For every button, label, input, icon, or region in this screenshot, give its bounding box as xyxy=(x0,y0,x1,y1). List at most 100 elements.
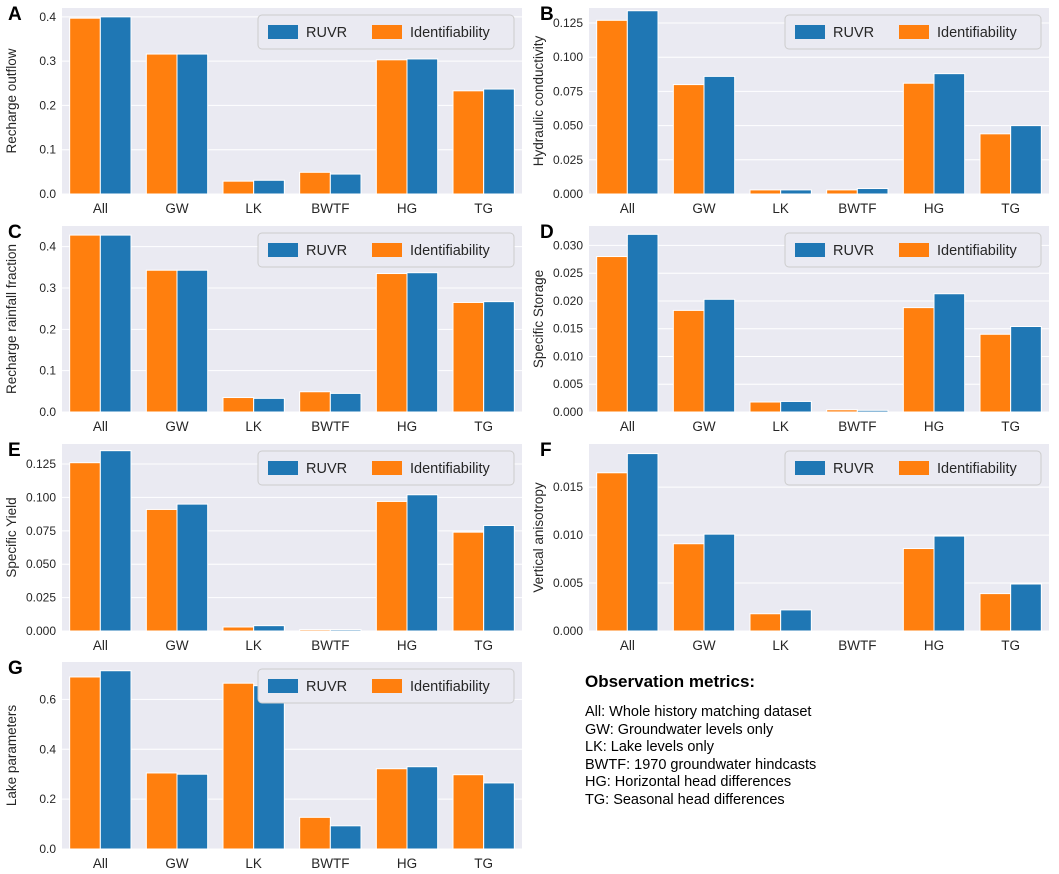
bar-identifiability-all xyxy=(69,234,101,413)
legend-swatch xyxy=(899,243,929,257)
y-tick-label: 0.010 xyxy=(553,528,583,542)
legend-label: RUVR xyxy=(306,243,347,259)
bar-identifiability-bwtf xyxy=(299,629,331,632)
bar-identifiability-lk xyxy=(222,180,255,195)
panel-label: B xyxy=(540,4,554,25)
bar-ruvr-bwtf xyxy=(856,188,889,195)
legend-swatch xyxy=(268,679,298,693)
bar-ruvr-tg xyxy=(1010,125,1042,195)
x-tick-label: GW xyxy=(165,856,189,871)
y-tick-label: 0.0 xyxy=(39,405,56,419)
y-tick-label: 0.4 xyxy=(39,240,56,254)
panel-label: D xyxy=(540,222,554,243)
observation-metrics-legend: Observation metrics: All: Whole history … xyxy=(585,672,1045,809)
bar-ruvr-tg xyxy=(1010,325,1042,413)
bar-ruvr-bwtf xyxy=(329,629,362,632)
y-tick-label: 0.075 xyxy=(26,524,56,538)
y-tick-label: 0.015 xyxy=(553,322,583,336)
panel-label: C xyxy=(8,222,22,243)
bar-identifiability-lk xyxy=(749,613,782,632)
x-tick-label: BWTF xyxy=(838,638,876,653)
legend-swatch xyxy=(899,25,929,39)
y-tick-label: 0.125 xyxy=(26,457,56,471)
legend-swatch xyxy=(372,461,402,475)
y-tick-label: 0.100 xyxy=(26,490,56,504)
bar-ruvr-gw xyxy=(176,53,209,195)
x-tick-label: TG xyxy=(474,419,493,434)
bar-identifiability-all xyxy=(69,676,101,850)
bar-ruvr-gw xyxy=(176,269,209,413)
y-tick-label: 0.3 xyxy=(39,54,56,68)
x-tick-label: All xyxy=(620,419,635,434)
bar-identifiability-gw xyxy=(672,543,705,632)
metric-line-all: All: Whole history matching dataset xyxy=(585,704,812,720)
x-tick-label: GW xyxy=(165,638,189,653)
x-tick-label: BWTF xyxy=(311,201,349,216)
panel-c: 0.0 0.1 0.2 0.3 0.4 All GW LK BWTF HG TG Recharge r… xyxy=(4,222,522,434)
y-tick-label: 0.050 xyxy=(553,119,583,133)
legend-label: Identifiability xyxy=(410,243,491,259)
legend: RUVR Identifiability xyxy=(257,450,515,486)
bar-identifiability-lk xyxy=(222,397,255,413)
bar-ruvr-bwtf xyxy=(329,825,362,850)
bar-identifiability-bwtf xyxy=(299,816,331,850)
x-tick-label: All xyxy=(93,419,108,434)
x-tick-label: HG xyxy=(924,638,944,653)
bar-ruvr-gw xyxy=(703,75,736,195)
x-tick-label: TG xyxy=(1001,419,1020,434)
legend-label: RUVR xyxy=(306,679,347,695)
y-tick-label: 0.075 xyxy=(553,84,583,98)
x-tick-label: TG xyxy=(474,856,493,871)
y-axis-label: Specific Storage xyxy=(531,270,546,368)
legend: RUVR Identifiability xyxy=(257,232,515,268)
legend-swatch xyxy=(795,461,825,475)
x-tick-label: LK xyxy=(245,201,262,216)
y-tick-label: 0.0 xyxy=(39,842,56,856)
legend-swatch xyxy=(899,461,929,475)
metric-line-lk: LK: Lake levels only xyxy=(585,739,714,755)
y-tick-label: 0.1 xyxy=(39,143,56,157)
bar-identifiability-tg xyxy=(452,301,485,413)
legend-swatch xyxy=(372,679,402,693)
y-axis-label: Specific Yield xyxy=(4,497,19,577)
bar-ruvr-gw xyxy=(703,298,736,413)
y-tick-label: 0.4 xyxy=(39,10,56,24)
bar-identifiability-hg xyxy=(375,59,408,195)
y-tick-label: 0.1 xyxy=(39,364,56,378)
bar-ruvr-gw xyxy=(176,773,209,850)
y-axis-label: Vertical anisotropy xyxy=(531,482,546,593)
bar-identifiability-gw xyxy=(145,772,178,850)
y-tick-label: 0.050 xyxy=(26,557,56,571)
bar-identifiability-lk xyxy=(222,682,255,850)
metric-line-tg: TG: Seasonal head differences xyxy=(585,791,785,808)
bar-ruvr-all xyxy=(626,10,659,195)
bar-ruvr-all xyxy=(99,234,132,413)
bar-identifiability-tg xyxy=(452,90,485,195)
x-tick-label: HG xyxy=(924,419,944,434)
legend-swatch xyxy=(268,243,298,257)
legend-label: RUVR xyxy=(833,25,874,41)
y-tick-label: 0.005 xyxy=(553,377,583,391)
bar-ruvr-hg xyxy=(933,73,966,195)
x-tick-label: LK xyxy=(772,201,789,216)
bar-ruvr-lk xyxy=(253,625,285,632)
bar-ruvr-gw xyxy=(703,533,736,632)
x-tick-label: GW xyxy=(692,419,716,434)
bar-identifiability-all xyxy=(596,256,628,413)
legend-label: Identifiability xyxy=(410,25,491,41)
y-tick-label: 0.000 xyxy=(553,405,583,419)
bar-ruvr-bwtf xyxy=(329,392,362,413)
y-tick-label: 0.025 xyxy=(553,266,583,280)
bar-ruvr-all xyxy=(99,450,132,632)
panel-label: F xyxy=(540,440,552,461)
bar-identifiability-tg xyxy=(979,333,1012,413)
bar-identifiability-all xyxy=(69,17,101,195)
x-tick-label: LK xyxy=(772,638,789,653)
metric-line-hg: HG: Horizontal head differences xyxy=(585,774,792,790)
bar-identifiability-gw xyxy=(672,309,705,413)
legend: RUVR Identifiability xyxy=(257,668,515,704)
bar-identifiability-lk xyxy=(749,189,782,195)
legend-label: Identifiability xyxy=(410,461,491,477)
x-tick-label: LK xyxy=(772,419,789,434)
